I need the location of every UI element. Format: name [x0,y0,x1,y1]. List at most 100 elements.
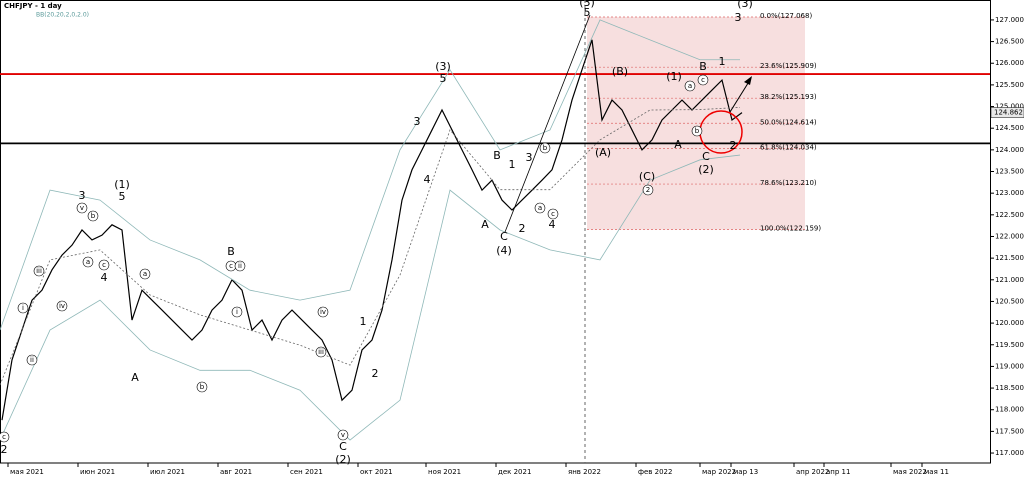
wave-label: B [493,149,501,162]
circled-label: a [688,82,692,90]
circled-label: c [102,261,106,269]
y-tick-label: 120.000 [995,319,1024,327]
y-tick-label: 120.500 [995,297,1024,305]
wave-label: (3) [435,60,451,73]
wave-circle [684,80,696,92]
y-tick-label: 125.000 [995,103,1024,111]
circled-label: c [229,262,233,270]
y-tick-label: 119.500 [995,341,1024,349]
x-tick-label: мая 2021 [10,468,44,476]
circled-label: iv [320,308,326,316]
wave-circle [56,300,68,312]
y-tick-label: 117.500 [995,427,1024,435]
wave-circle [196,381,208,393]
wave-label: (1) [114,178,130,191]
x-tick-label: янв 2022 [568,468,601,476]
wave-circle [139,268,151,280]
fib-label: 78.6%(123.210) [760,179,817,187]
wave-circle [231,306,243,318]
wave-circle [691,125,703,137]
wave-label: 2 [519,222,526,235]
wave-label: C [339,440,347,453]
wave-label: 5 [440,72,447,85]
circled-label: b [695,127,700,135]
x-tick-label: дек 2021 [498,468,531,476]
x-tick-label: мая 11 [924,468,949,476]
y-tick-label: 124.500 [995,124,1024,132]
y-tick-label: 126.000 [995,59,1024,67]
y-tick-label: 123.000 [995,189,1024,197]
x-tick-label: мар 2022 [702,468,736,476]
circled-label: v [80,204,84,212]
wave-label: B [227,245,235,258]
wave-circle [547,208,559,220]
circled-label: b [200,383,205,391]
wave-circle [317,306,329,318]
wave-label: 4 [101,271,108,284]
last-price-label: 124.862 [994,109,1023,117]
wave-label: (2) [335,453,351,466]
y-tick-label: 126.500 [995,38,1024,46]
wave-label: C [702,150,710,163]
wave-label: 2 [730,139,737,152]
wave-label: (3) [737,0,753,10]
wave-label: B [699,60,707,73]
circled-label: c [551,210,555,218]
wave-circle [98,259,110,271]
x-tick-label: апр 11 [826,468,850,476]
indicator-label: BB(20,20,2,0,2.0) [36,12,89,19]
circled-label: a [86,258,90,266]
y-tick-label: 121.000 [995,276,1024,284]
circled-label: b [543,144,548,152]
circled-label: iii [318,348,324,356]
x-tick-label: фев 2022 [638,468,672,476]
circled-label: iii [36,267,42,275]
wave-label: A [674,138,682,151]
y-tick-label: 117.000 [995,449,1024,457]
band-line [0,107,741,386]
x-tick-label: июл 2021 [150,468,185,476]
y-tick-label: 123.500 [995,168,1024,176]
wave-circle [315,346,327,358]
price-line [1,39,743,421]
wave-label: 2 [372,367,379,380]
wave-circle [642,184,654,196]
wave-label: A [131,371,139,384]
y-tick-label: 122.500 [995,211,1024,219]
band-line [0,19,740,331]
circled-label: v [341,431,345,439]
circled-label: b [91,212,96,220]
x-tick-label: сен 2021 [290,468,323,476]
fib-label: 0.0%(127.068) [760,12,812,20]
wave-label: (4) [496,244,512,257]
wave-label: (1) [666,70,682,83]
wave-label: 3 [79,189,86,202]
x-tick-label: авг 2021 [220,468,252,476]
band-line [0,154,741,441]
wave-label: A [481,218,489,231]
y-tick-label: 125.500 [995,81,1024,89]
wave-circle [337,429,349,441]
circled-label: iv [59,302,65,310]
wave-label: 1 [509,158,516,171]
wave-circle [82,256,94,268]
x-tick-label: ноя 2021 [428,468,461,476]
circled-label: c [701,76,705,84]
wave-label: 3 [526,151,533,164]
circled-label: a [538,204,542,212]
x-tick-label: апр 2022 [796,468,829,476]
wave-label: 3 [735,11,742,24]
wave-label: (A) [595,146,611,159]
circled-label: i [22,304,24,312]
wave-label: 1 [360,315,367,328]
circled-label: ii [30,356,34,364]
forecast-arrow [729,79,751,113]
wave-label: (B) [612,65,628,78]
y-tick-label: 122.000 [995,232,1024,240]
wave-circle [234,260,246,272]
x-tick-label: июн 2021 [80,468,115,476]
y-tick-label: 127.000 [995,16,1024,24]
wave-circle [26,354,38,366]
circled-label: c [2,433,6,441]
